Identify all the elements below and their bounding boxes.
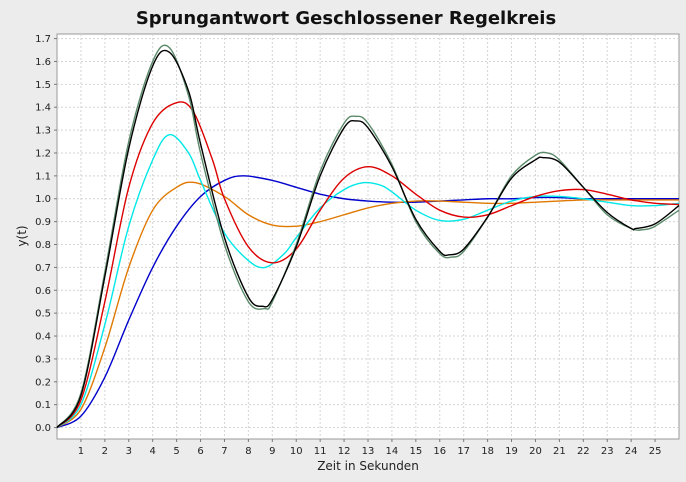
y-tick-label: 0.3 bbox=[35, 354, 51, 365]
grid bbox=[57, 34, 679, 439]
x-tick-label: 19 bbox=[505, 446, 518, 457]
y-tick-label: 1.5 bbox=[35, 80, 51, 91]
x-tick-label: 25 bbox=[649, 446, 662, 457]
x-tick-label: 3 bbox=[126, 446, 132, 457]
x-tick-label: 18 bbox=[481, 446, 494, 457]
x-tick-label: 21 bbox=[553, 446, 566, 457]
y-tick-label: 1.0 bbox=[35, 194, 51, 205]
x-tick-label: 11 bbox=[314, 446, 327, 457]
x-tick-label: 4 bbox=[150, 446, 156, 457]
x-tick-label: 13 bbox=[362, 446, 375, 457]
x-tick-label: 2 bbox=[102, 446, 108, 457]
x-tick-label: 7 bbox=[221, 446, 227, 457]
y-tick-label: 0.0 bbox=[35, 423, 51, 434]
y-tick-label: 0.4 bbox=[35, 332, 51, 343]
series-line-3 bbox=[56, 101, 680, 429]
x-tick-label: 8 bbox=[245, 446, 251, 457]
y-tick-label: 1.4 bbox=[35, 103, 51, 114]
y-tick-label: 0.1 bbox=[35, 400, 51, 411]
x-tick-label: 6 bbox=[197, 446, 203, 457]
series-line-5 bbox=[56, 49, 680, 429]
x-tick-label: 10 bbox=[290, 446, 303, 457]
series-line-2 bbox=[56, 133, 680, 429]
x-tick-label: 23 bbox=[601, 446, 614, 457]
x-tick-label: 14 bbox=[386, 446, 399, 457]
x-tick-label: 24 bbox=[625, 446, 638, 457]
y-tick-label: 0.2 bbox=[35, 377, 51, 388]
chart-title: Sprungantwort Geschlossener Regelkreis bbox=[136, 8, 556, 29]
y-axis-label: y(t) bbox=[15, 225, 29, 246]
y-tick-label: 0.8 bbox=[35, 240, 51, 251]
y-tick-label: 1.7 bbox=[35, 34, 51, 45]
x-tick-label: 15 bbox=[409, 446, 422, 457]
series-group bbox=[56, 44, 680, 429]
y-tick-label: 0.5 bbox=[35, 309, 51, 320]
y-tick-label: 1.3 bbox=[35, 126, 51, 137]
axes: 1 2 3 4 5 6 7 8 9 10 11 12 13 14 15 16 17 18 19 20 21 22 23 24 2… bbox=[35, 34, 661, 457]
x-tick-label: 9 bbox=[269, 446, 275, 457]
x-axis-label: Zeit in Sekunden bbox=[317, 459, 419, 473]
x-tick-label: 17 bbox=[457, 446, 470, 457]
x-tick-label: 12 bbox=[338, 446, 351, 457]
x-tick-label: 16 bbox=[433, 446, 446, 457]
x-tick-label: 1 bbox=[78, 446, 84, 457]
series-line-1 bbox=[56, 181, 679, 429]
x-tick-label: 5 bbox=[173, 446, 179, 457]
y-tick-label: 0.6 bbox=[35, 286, 51, 297]
x-tick-label: 22 bbox=[577, 446, 590, 457]
y-tick-label: 1.2 bbox=[35, 148, 51, 159]
y-tick-label: 0.7 bbox=[35, 263, 51, 274]
y-tick-label: 1.1 bbox=[35, 171, 51, 182]
y-tick-label: 1.6 bbox=[35, 57, 51, 68]
x-tick-label: 20 bbox=[529, 446, 542, 457]
y-tick-label: 0.9 bbox=[35, 217, 51, 228]
